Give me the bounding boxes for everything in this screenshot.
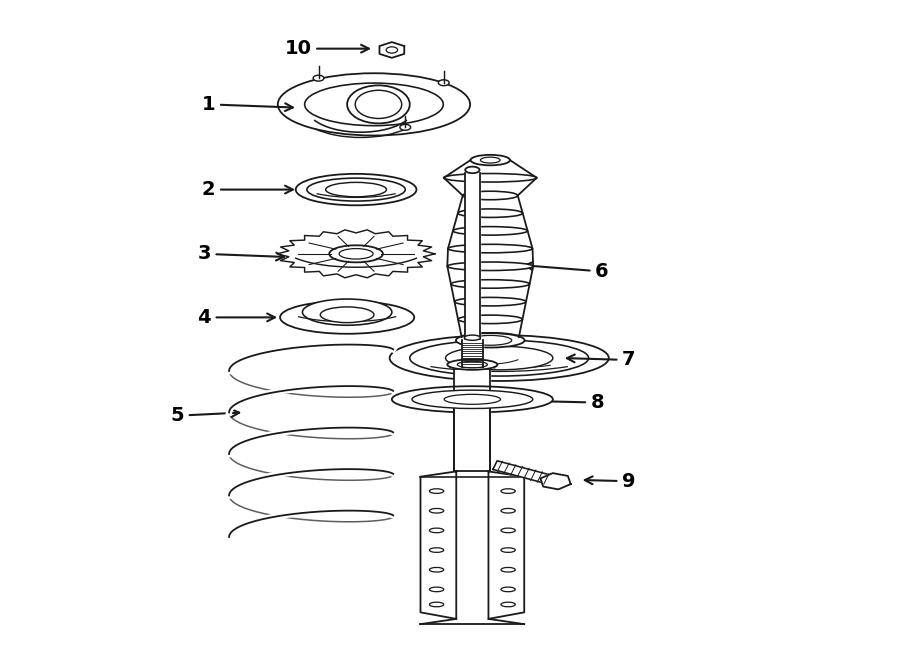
Ellipse shape bbox=[444, 174, 536, 182]
Text: 1: 1 bbox=[202, 95, 292, 114]
Ellipse shape bbox=[463, 191, 518, 200]
Polygon shape bbox=[465, 173, 480, 344]
Polygon shape bbox=[540, 473, 571, 489]
Text: 10: 10 bbox=[284, 39, 369, 58]
Ellipse shape bbox=[429, 548, 444, 553]
Ellipse shape bbox=[410, 340, 589, 376]
Polygon shape bbox=[454, 409, 490, 471]
Polygon shape bbox=[420, 471, 456, 619]
Ellipse shape bbox=[320, 307, 374, 323]
Ellipse shape bbox=[464, 335, 481, 340]
Ellipse shape bbox=[347, 85, 410, 124]
Ellipse shape bbox=[462, 332, 519, 341]
Ellipse shape bbox=[471, 155, 510, 165]
Polygon shape bbox=[454, 369, 490, 471]
Ellipse shape bbox=[302, 299, 392, 325]
Polygon shape bbox=[380, 42, 404, 58]
Text: 4: 4 bbox=[197, 308, 274, 327]
Text: 7: 7 bbox=[567, 350, 635, 369]
Ellipse shape bbox=[429, 528, 444, 533]
Ellipse shape bbox=[458, 315, 522, 324]
Ellipse shape bbox=[501, 548, 516, 553]
Ellipse shape bbox=[447, 262, 533, 270]
Ellipse shape bbox=[501, 567, 516, 572]
Text: 3: 3 bbox=[197, 245, 284, 263]
Ellipse shape bbox=[280, 301, 414, 334]
Ellipse shape bbox=[329, 245, 382, 262]
Ellipse shape bbox=[445, 395, 500, 405]
Polygon shape bbox=[462, 340, 483, 367]
Text: 6: 6 bbox=[525, 262, 609, 281]
Ellipse shape bbox=[451, 280, 529, 288]
Ellipse shape bbox=[456, 333, 525, 348]
Ellipse shape bbox=[296, 174, 417, 206]
Polygon shape bbox=[489, 471, 524, 619]
Ellipse shape bbox=[429, 602, 444, 607]
Ellipse shape bbox=[326, 182, 386, 197]
Ellipse shape bbox=[438, 80, 449, 86]
Text: 2: 2 bbox=[202, 180, 292, 199]
Polygon shape bbox=[277, 230, 435, 278]
Ellipse shape bbox=[501, 488, 516, 493]
Ellipse shape bbox=[501, 528, 516, 533]
Ellipse shape bbox=[501, 587, 516, 592]
Ellipse shape bbox=[465, 167, 480, 173]
Text: 5: 5 bbox=[170, 407, 239, 425]
Polygon shape bbox=[493, 461, 558, 486]
Ellipse shape bbox=[454, 297, 526, 306]
Ellipse shape bbox=[448, 245, 533, 253]
Ellipse shape bbox=[429, 508, 444, 513]
Ellipse shape bbox=[429, 488, 444, 493]
Ellipse shape bbox=[453, 227, 527, 235]
Ellipse shape bbox=[412, 390, 533, 408]
Ellipse shape bbox=[400, 124, 410, 130]
Ellipse shape bbox=[390, 335, 608, 381]
Ellipse shape bbox=[278, 73, 470, 136]
Ellipse shape bbox=[501, 602, 516, 607]
Ellipse shape bbox=[429, 567, 444, 572]
Ellipse shape bbox=[447, 360, 498, 369]
Ellipse shape bbox=[458, 209, 523, 217]
Ellipse shape bbox=[313, 75, 324, 81]
Ellipse shape bbox=[392, 386, 553, 412]
Ellipse shape bbox=[446, 346, 553, 369]
Text: 8: 8 bbox=[522, 393, 605, 412]
Ellipse shape bbox=[307, 178, 405, 201]
Ellipse shape bbox=[471, 156, 510, 165]
Ellipse shape bbox=[305, 83, 444, 126]
Ellipse shape bbox=[501, 508, 516, 513]
Ellipse shape bbox=[429, 587, 444, 592]
Text: 9: 9 bbox=[585, 472, 635, 490]
